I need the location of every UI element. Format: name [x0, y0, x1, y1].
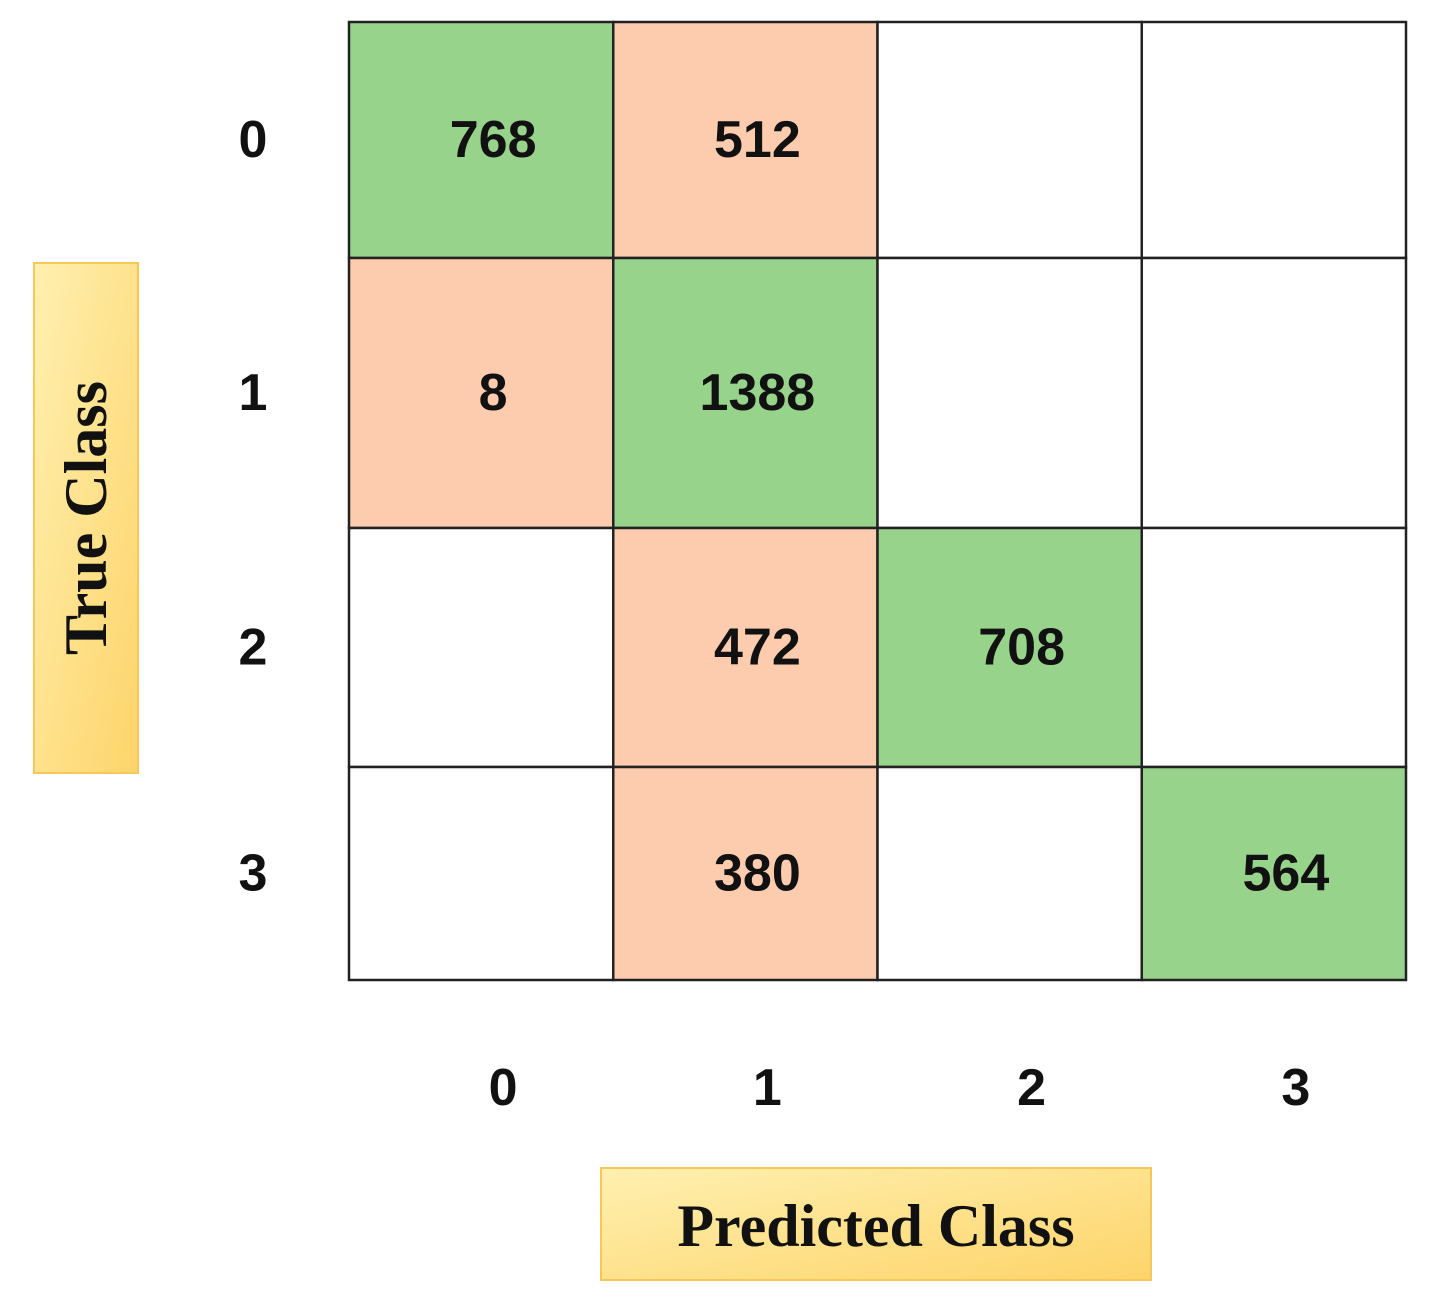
x-tick-label: 2: [1017, 1059, 1046, 1117]
cell: [347, 20, 615, 260]
cell-label: 1388: [700, 364, 816, 422]
x-label-box: [600, 1167, 1152, 1281]
cell: [612, 20, 879, 260]
cell: [612, 256, 879, 530]
cell: [347, 256, 615, 530]
cell: [612, 765, 879, 982]
cell-label: 380: [714, 845, 801, 903]
empty-cell: [1140, 526, 1408, 769]
cell-label: 768: [450, 111, 537, 169]
cell-label: 472: [714, 619, 801, 677]
empty-cell: [876, 20, 1143, 260]
empty-cell: [1140, 256, 1408, 530]
x-tick-label: 0: [489, 1059, 518, 1117]
y-tick-label: 2: [239, 619, 268, 677]
cell: [1140, 765, 1408, 982]
empty-cell: [347, 765, 615, 982]
empty-cell: [876, 256, 1143, 530]
empty-cell: [347, 526, 615, 769]
x-tick-label: 1: [753, 1059, 782, 1117]
cell: [876, 526, 1143, 769]
y-tick-label: 3: [239, 845, 268, 903]
y-label-box: [33, 262, 139, 774]
cell-label: 8: [479, 364, 508, 422]
cell-label: 564: [1242, 845, 1329, 903]
cell-label: 708: [978, 619, 1065, 677]
empty-cell: [876, 765, 1143, 982]
empty-cell: [1140, 20, 1408, 260]
cell-label: 512: [714, 111, 801, 169]
y-axis-title: True Class: [53, 381, 119, 655]
y-tick-label: 0: [239, 111, 268, 169]
x-axis-title: Predicted Class: [677, 1193, 1074, 1259]
y-tick-label: 1: [239, 364, 268, 422]
x-tick-label: 3: [1281, 1059, 1310, 1117]
